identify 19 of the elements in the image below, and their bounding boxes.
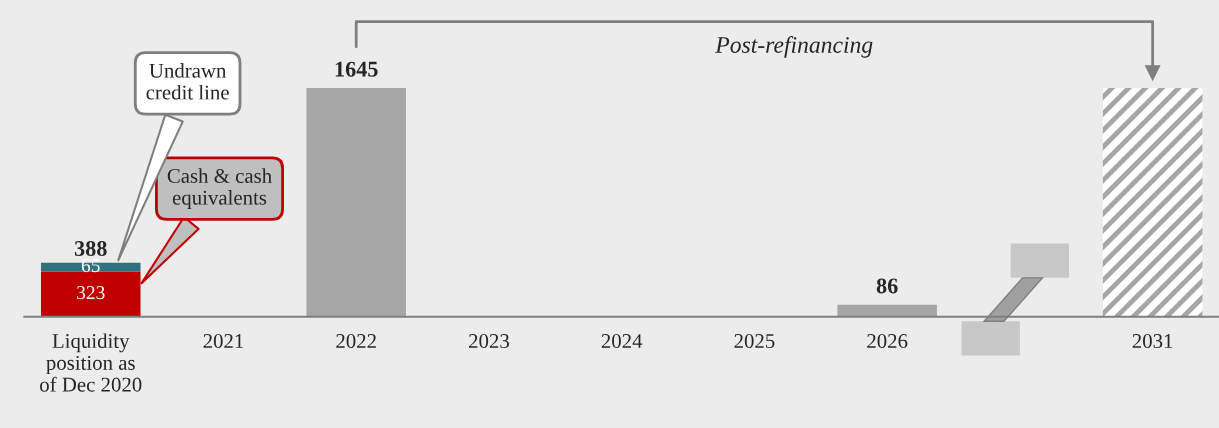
text: Post-refinancing [715,36,873,58]
x-tick-label: 2023 [469,333,509,349]
bar [1102,88,1203,317]
data-label: 1645 [335,61,378,77]
x-tick-label: 2025 [734,333,775,349]
x-tick-label: Liquidity position as of Dec 2020 [40,333,142,392]
x-tick-label: 2031 [1132,333,1173,349]
text: Undrawn credit line [146,63,229,100]
data-label: 86 [876,278,898,294]
bar [837,304,937,317]
total-label: 388 [74,240,107,256]
data-label: 323 [77,286,105,300]
text: Cash & cash equivalents [167,168,272,209]
x-tick-label: 2024 [601,333,643,349]
x-tick-label: 2021 [203,333,244,349]
x-tick-label: 2022 [336,333,376,349]
data-label: 65 [81,259,100,273]
x-tick-label: 2026 [867,333,908,349]
bar [306,88,406,317]
